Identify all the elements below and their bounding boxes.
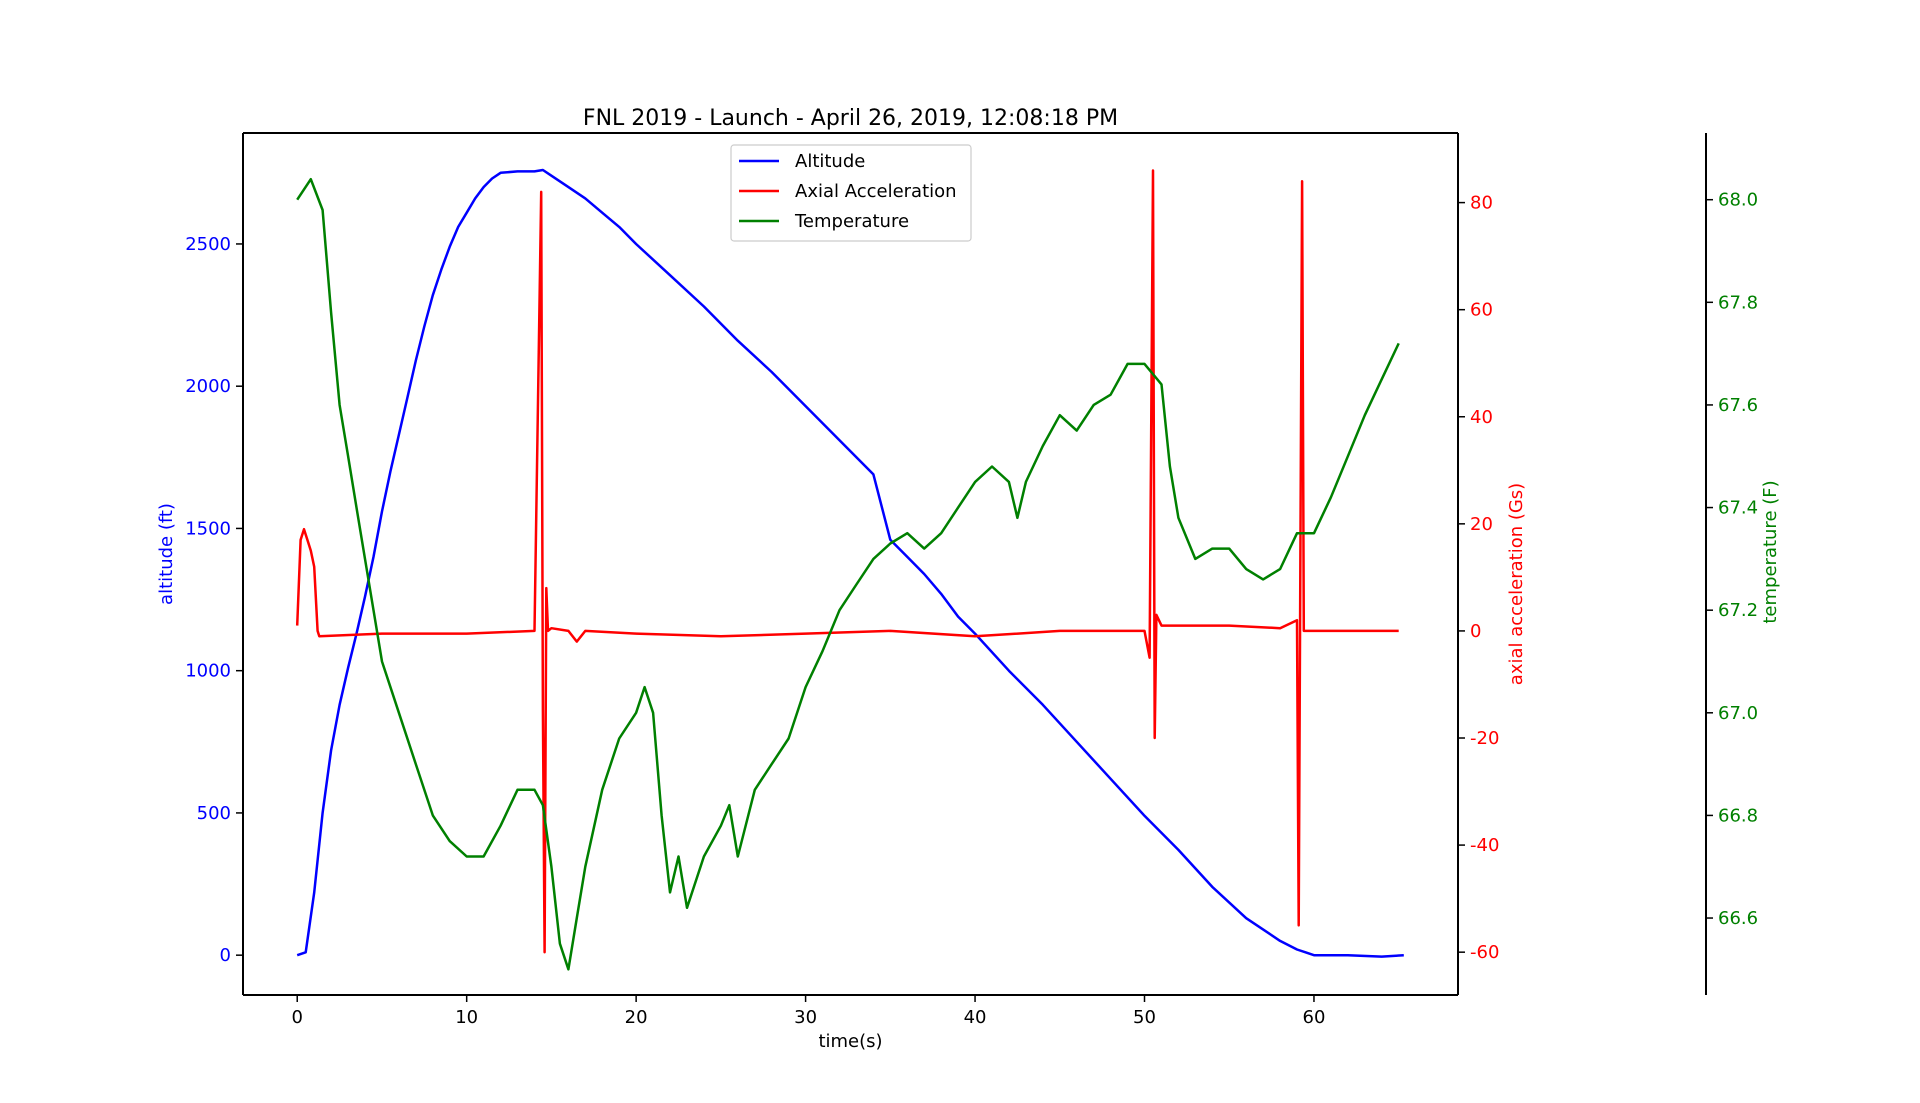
legend-box [730, 144, 972, 242]
temperature-tick-label: 67.4 [1718, 498, 1758, 519]
altitude-tick-label: 2000 [185, 376, 231, 397]
temperature-tick-label: 67.2 [1718, 600, 1758, 621]
series-line-axial-acceleration [295, 169, 1399, 954]
altitude-tick-label: 0 [220, 945, 231, 966]
x-axis-label: time(s) [818, 1031, 882, 1052]
acceleration-tick-label: 0 [1470, 621, 1481, 642]
temperature-tick-label: 66.6 [1718, 908, 1758, 929]
acceleration-tick-label: 60 [1470, 300, 1493, 321]
temperature-tick-label: 67.6 [1718, 395, 1758, 416]
altitude-axis-label: altitude (ft) [156, 503, 177, 605]
altitude-tick-label: 1000 [185, 661, 231, 682]
x-tick-label: 40 [964, 1007, 987, 1028]
series-layer [295, 168, 1404, 971]
series-line-altitude [296, 168, 1404, 958]
x-tick-label: 20 [625, 1007, 648, 1028]
legend: Altitude Axial Acceleration Temperature [730, 144, 972, 242]
axes-layer: 0 10 20 30 40 50 60 0 500 1000 1500 2000 2500 -60 -40 -… [185, 132, 1758, 1028]
x-tick-label: 0 [291, 1007, 302, 1028]
temperature-tick-label: 67.0 [1718, 703, 1758, 724]
acceleration-tick-label: 40 [1470, 407, 1493, 428]
acceleration-tick-label: 20 [1470, 514, 1493, 535]
altitude-tick-label: 500 [197, 803, 231, 824]
legend-entry: Axial Acceleration [795, 181, 957, 202]
series-line-temperature [296, 177, 1400, 971]
temperature-tick-label: 68.0 [1718, 190, 1758, 211]
x-tick-label: 60 [1303, 1007, 1326, 1028]
legend-entry: Temperature [794, 211, 909, 232]
temperature-tick-label: 67.8 [1718, 292, 1758, 313]
chart-title: FNL 2019 - Launch - April 26, 2019, 12:0… [583, 106, 1118, 131]
acceleration-axis-label: axial acceleration (Gs) [1506, 483, 1527, 685]
acceleration-tick-label: -40 [1470, 835, 1499, 856]
acceleration-tick-label: -60 [1470, 942, 1499, 963]
x-tick-label: 30 [794, 1007, 817, 1028]
x-tick-label: 50 [1133, 1007, 1156, 1028]
altitude-tick-label: 2500 [185, 234, 231, 255]
acceleration-tick-label: -20 [1470, 728, 1499, 749]
altitude-tick-label: 1500 [185, 518, 231, 539]
x-tick-label: 10 [455, 1007, 478, 1028]
temperature-axis-label: temperature (F) [1760, 480, 1781, 623]
temperature-tick-label: 66.8 [1718, 805, 1758, 826]
legend-entry: Altitude [795, 151, 865, 172]
acceleration-tick-label: 80 [1470, 193, 1493, 214]
